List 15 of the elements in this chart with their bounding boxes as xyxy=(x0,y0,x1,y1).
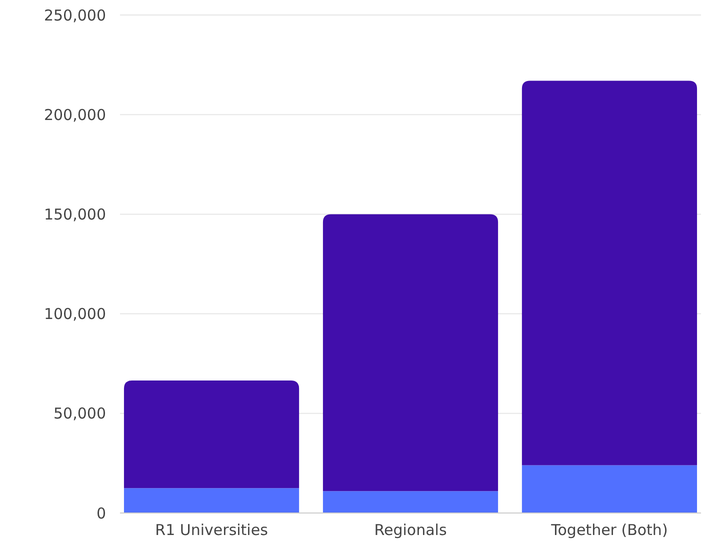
bar xyxy=(322,214,498,492)
y-tick-label: 150,000 xyxy=(44,205,106,224)
bar xyxy=(124,380,300,488)
x-tick-label: Together (Both) xyxy=(550,521,668,539)
y-tick-label: 100,000 xyxy=(44,305,106,324)
y-tick-label: 250,000 xyxy=(44,6,106,24)
bar xyxy=(522,465,698,513)
x-tick-label: R1 Universities xyxy=(155,521,268,539)
bar xyxy=(124,488,300,513)
y-tick-label: 200,000 xyxy=(44,106,106,124)
y-tick-label: 50,000 xyxy=(54,404,106,423)
x-tick-label: Regionals xyxy=(374,521,447,539)
bar xyxy=(522,80,698,466)
bar xyxy=(322,491,498,513)
y-tick-label: 0 xyxy=(96,504,106,522)
